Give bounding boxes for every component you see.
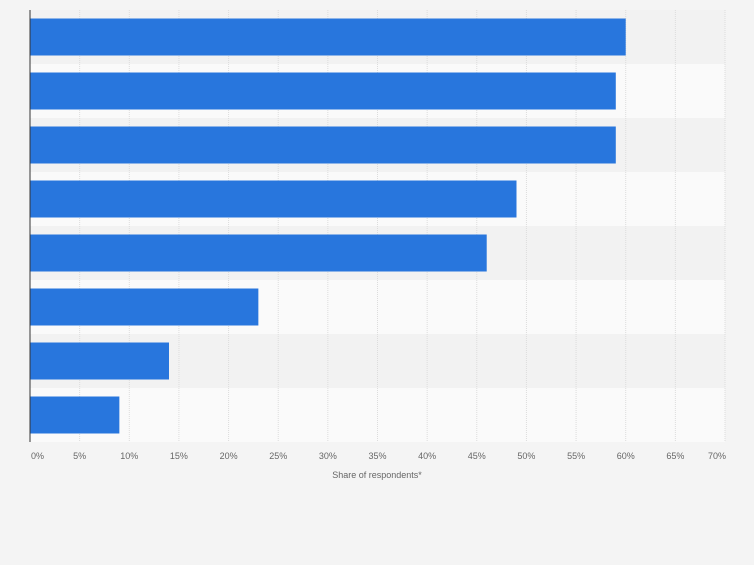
bar[interactable]: [30, 126, 616, 164]
x-tick-label: 55%: [567, 451, 585, 461]
bar[interactable]: [30, 18, 626, 56]
x-tick-label: 70%: [708, 451, 726, 461]
x-tick-label: 50%: [517, 451, 535, 461]
bar[interactable]: [30, 342, 169, 380]
x-tick-label: 60%: [617, 451, 635, 461]
x-tick-labels: 0% 5% 10% 15% 20% 25% 30% 35% 40% 45% 50% 55% 60% 65%…: [31, 451, 726, 461]
x-tick-label: 45%: [468, 451, 486, 461]
bars: [30, 18, 626, 434]
x-tick-label: 40%: [418, 451, 436, 461]
x-tick-label: 65%: [666, 451, 684, 461]
x-tick-label: 25%: [269, 451, 287, 461]
x-tick-label: 30%: [319, 451, 337, 461]
bar[interactable]: [30, 234, 487, 272]
x-tick-label: 0%: [31, 451, 44, 461]
bar[interactable]: [30, 72, 616, 110]
x-tick-label: 35%: [368, 451, 386, 461]
x-axis-title: Share of respondents*: [332, 470, 422, 480]
x-tick-label: 15%: [170, 451, 188, 461]
bar[interactable]: [30, 396, 120, 434]
x-tick-label: 5%: [73, 451, 86, 461]
x-tick-label: 10%: [120, 451, 138, 461]
x-tick-label: 20%: [220, 451, 238, 461]
bar[interactable]: [30, 288, 259, 326]
bar[interactable]: [30, 180, 517, 218]
